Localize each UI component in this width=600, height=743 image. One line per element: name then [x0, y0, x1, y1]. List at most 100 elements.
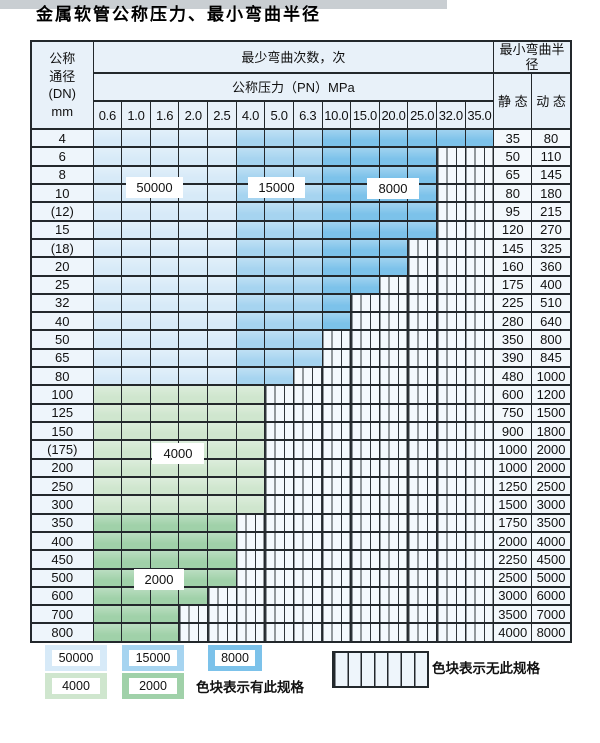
no-spec-cell: [321, 530, 352, 552]
table-row: 80 480 1000: [30, 366, 572, 387]
spec-cell: [378, 237, 409, 259]
table-row: 6 50 110: [30, 146, 572, 167]
no-spec-cell: [436, 585, 466, 607]
no-spec-cell: [436, 347, 466, 369]
dynamic-value: 400: [531, 274, 572, 295]
no-spec-cell: [464, 292, 495, 314]
no-spec-cell: [378, 567, 409, 588]
no-spec-cell: [378, 512, 409, 533]
spec-cell: [92, 274, 123, 295]
dynamic-value: 325: [531, 237, 572, 259]
spec-cell: [321, 311, 352, 332]
no-spec-cell: [436, 366, 466, 387]
pressure-col-header: 1.0: [121, 100, 151, 130]
no-spec-cell: [350, 512, 380, 533]
no-spec-cell: [207, 604, 237, 625]
spec-cell: [321, 146, 352, 167]
no-spec-cell: [321, 475, 352, 497]
pressure-col-header: 5.0: [264, 100, 294, 130]
no-spec-cell: [464, 311, 495, 332]
spec-cell: [207, 329, 237, 350]
spec-cell: [149, 604, 180, 625]
dynamic-value: 845: [531, 347, 572, 369]
dynamic-value: 270: [531, 219, 572, 240]
dynamic-value: 1800: [531, 420, 572, 442]
static-value: 1250: [493, 475, 533, 497]
no-spec-cell: [436, 439, 466, 460]
spec-cell: [149, 347, 180, 369]
no-spec-cell: [378, 420, 409, 442]
no-spec-cell: [436, 164, 466, 185]
no-spec-cell: [436, 494, 466, 515]
spec-cell: [207, 256, 237, 277]
spec-cell: [121, 475, 151, 497]
no-spec-cell: [321, 384, 352, 405]
no-spec-cell: [464, 182, 495, 204]
dynamic-value: 110: [531, 146, 572, 167]
spec-cell: [207, 292, 237, 314]
dynamic-value: 6000: [531, 585, 572, 607]
static-value: 1000: [493, 439, 533, 460]
table-row: 600 3000 6000: [30, 585, 572, 607]
spec-cell: [235, 292, 266, 314]
no-spec-cell: [407, 530, 437, 552]
spec-cell: [178, 347, 208, 369]
no-spec-cell: [264, 402, 294, 424]
dn-cell: 4: [30, 127, 94, 149]
spec-cell: [149, 146, 180, 167]
no-spec-cell: [292, 475, 323, 497]
spec-cell: [350, 219, 380, 240]
zone-label: 2000: [134, 569, 184, 590]
dn-column-header: 公称 通径 (DN) mm: [30, 40, 94, 130]
no-spec-cell: [321, 366, 352, 387]
no-spec-cell: [350, 329, 380, 350]
spec-cell: [292, 292, 323, 314]
spec-cell: [121, 420, 151, 442]
no-spec-note: 色块表示无此规格: [432, 661, 540, 676]
no-spec-cell: [350, 439, 380, 460]
no-spec-cell: [464, 219, 495, 240]
dynamic-value: 360: [531, 256, 572, 277]
table-row: 700 3500 7000: [30, 604, 572, 625]
no-spec-cell: [378, 347, 409, 369]
table-row: 400 2000 4000: [30, 530, 572, 552]
spec-cell: [178, 475, 208, 497]
spec-cell: [264, 201, 294, 222]
spec-cell: [207, 201, 237, 222]
spec-cell: [149, 274, 180, 295]
spec-cell: [178, 182, 208, 204]
no-spec-cell: [464, 402, 495, 424]
spec-cell: [235, 366, 266, 387]
spec-cell: [321, 292, 352, 314]
spec-cell: [121, 274, 151, 295]
no-spec-cell: [321, 512, 352, 533]
spec-cell: [149, 494, 180, 515]
spec-cell: [121, 311, 151, 332]
pressure-col-header: 15.0: [350, 100, 380, 130]
spec-cell: [121, 201, 151, 222]
no-spec-cell: [264, 494, 294, 515]
no-spec-cell: [436, 549, 466, 570]
no-spec-cell: [407, 549, 437, 570]
no-spec-cell: [407, 420, 437, 442]
spec-cell: [207, 347, 237, 369]
spec-cell: [464, 127, 495, 149]
zone-label: 4000: [152, 443, 204, 464]
no-spec-cell: [350, 292, 380, 314]
spec-cell: [149, 237, 180, 259]
spec-cell: [121, 366, 151, 387]
static-value: 1500: [493, 494, 533, 515]
no-spec-cell: [350, 475, 380, 497]
spec-cell: [92, 457, 123, 478]
table-row: 300 1500 3000: [30, 494, 572, 515]
dn-cell: 200: [30, 457, 94, 478]
no-spec-cell: [407, 256, 437, 277]
no-spec-cell: [464, 237, 495, 259]
no-spec-cell: [350, 622, 380, 643]
spec-cell: [207, 182, 237, 204]
no-spec-cell: [350, 457, 380, 478]
spec-cell: [378, 127, 409, 149]
static-value: 50: [493, 146, 533, 167]
no-spec-cell: [292, 402, 323, 424]
no-spec-cell: [350, 420, 380, 442]
